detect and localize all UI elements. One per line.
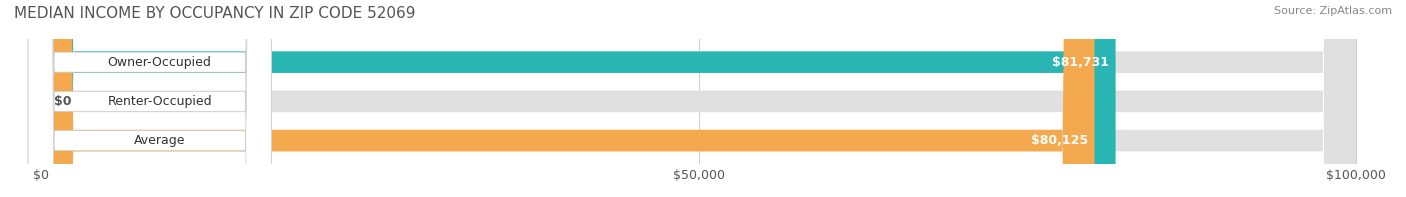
- Text: $0: $0: [55, 95, 72, 108]
- FancyBboxPatch shape: [41, 0, 1115, 197]
- Text: Source: ZipAtlas.com: Source: ZipAtlas.com: [1274, 6, 1392, 16]
- FancyBboxPatch shape: [28, 0, 271, 197]
- Text: $80,125: $80,125: [1031, 134, 1088, 147]
- Text: $81,731: $81,731: [1052, 56, 1109, 69]
- FancyBboxPatch shape: [41, 0, 1355, 197]
- Text: Owner-Occupied: Owner-Occupied: [108, 56, 211, 69]
- Text: Renter-Occupied: Renter-Occupied: [107, 95, 212, 108]
- Text: Average: Average: [134, 134, 186, 147]
- FancyBboxPatch shape: [28, 0, 271, 197]
- Text: MEDIAN INCOME BY OCCUPANCY IN ZIP CODE 52069: MEDIAN INCOME BY OCCUPANCY IN ZIP CODE 5…: [14, 6, 416, 21]
- FancyBboxPatch shape: [41, 0, 1355, 197]
- FancyBboxPatch shape: [41, 0, 1355, 197]
- FancyBboxPatch shape: [28, 0, 271, 197]
- FancyBboxPatch shape: [41, 0, 1094, 197]
